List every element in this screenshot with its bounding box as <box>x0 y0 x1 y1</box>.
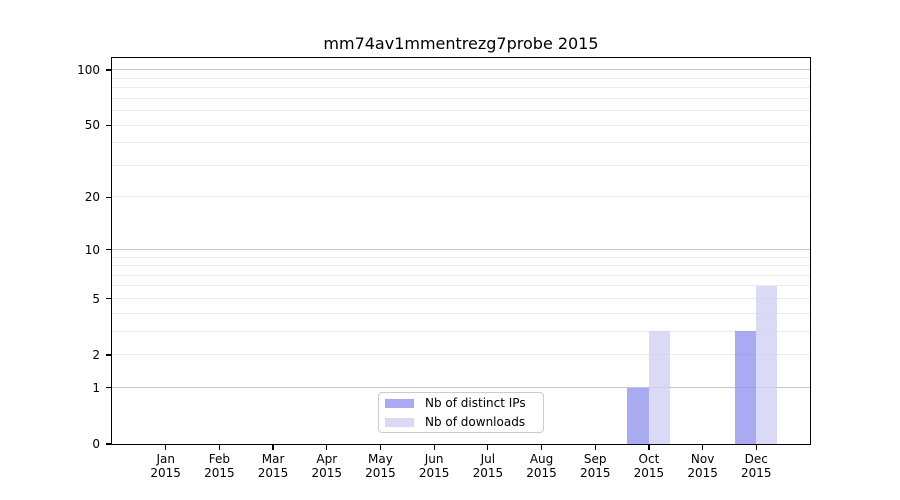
legend-item-downloads: Nb of downloads <box>385 413 543 432</box>
x-tick-label-9: Oct 2015 <box>633 452 665 480</box>
bar-nb-of-downloads-dec-2015 <box>756 285 778 444</box>
legend-item-distinct-ips: Nb of distinct IPs <box>385 394 543 413</box>
y-tick-0 <box>105 443 111 445</box>
x-tick-label-5: Jun 2015 <box>418 452 450 480</box>
x-tick-3 <box>326 445 328 451</box>
gridline-minor-8 <box>111 265 810 267</box>
legend-label-downloads: Nb of downloads <box>425 415 526 429</box>
legend-swatch-distinct-ips <box>385 398 414 408</box>
gridline-minor-40 <box>111 142 810 144</box>
gridline-minor-6 <box>111 285 810 287</box>
x-tick-label-11: Dec 2015 <box>741 452 772 480</box>
bar-nb-of-downloads-oct-2015 <box>648 331 671 444</box>
y-tick-5 <box>105 298 111 300</box>
gridline-minor-50 <box>111 124 810 126</box>
y-tick-label-0: 0 <box>92 437 100 451</box>
x-tick-7 <box>540 445 543 451</box>
x-tick-2 <box>272 445 274 451</box>
x-tick-4 <box>379 445 382 451</box>
x-tick-6 <box>487 445 489 451</box>
bar-nb-of-distinct-ips-dec-2015 <box>734 331 756 444</box>
legend: Nb of distinct IPs Nb of downloads <box>378 392 544 433</box>
x-tick-label-1: Feb 2015 <box>204 452 235 480</box>
plot-area <box>110 56 811 445</box>
x-tick-9 <box>648 445 650 451</box>
y-tick-label-50: 50 <box>84 118 100 133</box>
y-tick-1 <box>105 387 111 389</box>
legend-label-distinct-ips: Nb of distinct IPs <box>425 396 526 410</box>
gridline-minor-80 <box>111 87 810 88</box>
y-tick-100 <box>105 69 111 71</box>
y-tick-2 <box>105 354 111 356</box>
x-tick-11 <box>755 445 757 451</box>
gridline-minor-90 <box>111 77 810 79</box>
y-tick-20 <box>105 196 111 198</box>
gridline-minor-3 <box>111 330 810 332</box>
gridline-minor-9 <box>111 256 810 258</box>
y-tick-label-20: 20 <box>84 190 100 205</box>
x-tick-1 <box>218 445 220 451</box>
x-tick-label-10: Nov 2015 <box>687 452 718 480</box>
gridline-major-100 <box>111 69 810 71</box>
gridline-major-1 <box>111 387 810 389</box>
gridline-minor-70 <box>111 97 810 99</box>
y-tick-label-100: 100 <box>77 62 100 77</box>
bar-nb-of-distinct-ips-oct-2015 <box>627 387 649 444</box>
x-tick-label-8: Sep 2015 <box>579 452 611 480</box>
x-tick-label-0: Jan 2015 <box>150 452 181 480</box>
y-tick-label-2: 2 <box>92 347 100 362</box>
gridline-minor-30 <box>111 164 810 166</box>
x-tick-8 <box>594 445 596 451</box>
x-tick-0 <box>165 445 167 451</box>
x-tick-10 <box>702 445 704 451</box>
gridline-major-10 <box>111 248 810 250</box>
gridline-minor-2 <box>111 354 810 356</box>
x-tick-label-2: Mar 2015 <box>257 452 289 480</box>
y-tick-50 <box>105 124 111 126</box>
y-tick-10 <box>105 249 111 251</box>
legend-swatch-downloads <box>385 417 414 427</box>
gridline-minor-4 <box>111 312 810 314</box>
y-tick-label-5: 5 <box>92 291 100 306</box>
gridline-minor-7 <box>111 274 810 276</box>
x-tick-label-7: Aug 2015 <box>526 452 557 480</box>
gridline-minor-5 <box>111 297 810 299</box>
y-tick-label-1: 1 <box>92 380 100 395</box>
chart-title: mm74av1mmentrezg7probe 2015 <box>323 34 599 53</box>
x-tick-label-6: Jul 2015 <box>472 452 504 480</box>
x-tick-label-4: May 2015 <box>365 452 396 480</box>
gridline-minor-60 <box>111 109 810 111</box>
x-tick-label-3: Apr 2015 <box>311 452 343 480</box>
y-tick-label-10: 10 <box>84 242 100 257</box>
gridline-minor-20 <box>111 196 810 198</box>
x-tick-5 <box>433 445 435 451</box>
